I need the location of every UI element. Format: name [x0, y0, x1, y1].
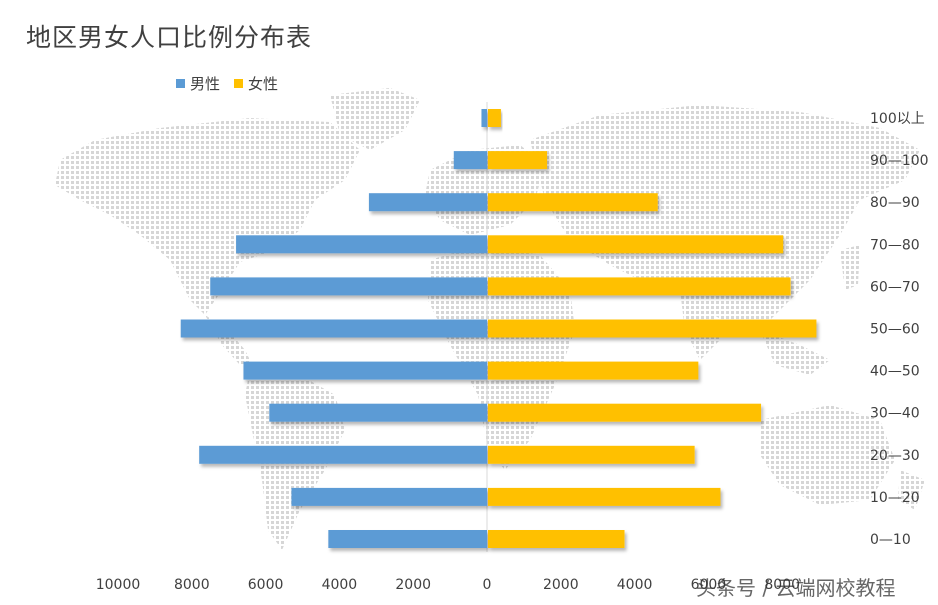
category-label-5: 50—60 [870, 322, 920, 338]
x-tick-label-9: 8000 [764, 577, 800, 593]
x-tick-label-4: 2000 [395, 577, 431, 593]
bar-female-9 [488, 151, 548, 170]
x-tick-label-8: 6000 [691, 577, 727, 593]
category-label-1: 10—20 [870, 490, 920, 506]
x-tick-label-0: 10000 [96, 577, 141, 593]
category-label-2: 20—30 [870, 448, 920, 464]
bar-male-9 [453, 151, 487, 170]
bar-female-2 [488, 445, 695, 464]
category-label-10: 100以上 [870, 111, 925, 127]
x-axis-tick-labels: 10000 8000 6000 4000 2000 0 2000 4000 6000 8000 [96, 577, 800, 593]
category-label-3: 30—40 [870, 406, 920, 422]
bar-female-0 [488, 530, 625, 548]
bar-male-1 [291, 487, 487, 506]
legend-label-female: 女性 [248, 75, 279, 93]
category-labels: 0—10 10—20 20—30 30—40 40—50 50—60 60—70 70—80 8… [870, 111, 929, 548]
bar-female-6 [488, 277, 791, 296]
x-tick-label-3: 4000 [322, 577, 358, 593]
category-label-7: 70—80 [870, 237, 920, 253]
bar-male-6 [210, 277, 487, 296]
category-label-9: 90—100 [870, 153, 929, 169]
bar-female-1 [488, 487, 721, 506]
x-tick-label-7: 4000 [617, 577, 653, 593]
bar-male-7 [236, 235, 487, 254]
bar-female-5 [488, 319, 817, 338]
x-tick-label-2: 6000 [248, 577, 284, 593]
category-label-6: 60—70 [870, 279, 920, 295]
legend-swatch-male [176, 79, 185, 88]
bar-male-3 [269, 403, 487, 422]
x-tick-label-6: 2000 [543, 577, 579, 593]
bar-female-10 [488, 109, 501, 127]
legend: 男性 女性 [176, 73, 278, 94]
bar-male-5 [180, 319, 488, 338]
bar-male-8 [368, 193, 487, 212]
chart-title: 地区男女人口比例分布表 [26, 23, 313, 52]
bar-male-10 [481, 109, 487, 127]
bar-female-4 [488, 361, 699, 380]
bar-male-0 [328, 530, 487, 548]
x-tick-label-5: 0 [483, 577, 492, 593]
bar-female-3 [488, 403, 762, 422]
legend-entry-male: 男性 [176, 73, 220, 94]
bar-male-2 [199, 445, 487, 464]
bar-male-4 [243, 361, 487, 380]
legend-label-male: 男性 [190, 75, 221, 93]
legend-entry-female: 女性 [234, 73, 278, 94]
x-tick-label-1: 8000 [174, 577, 210, 593]
bar-female-7 [488, 235, 784, 254]
category-label-8: 80—90 [870, 195, 920, 211]
bar-female-8 [488, 193, 658, 212]
category-label-4: 40—50 [870, 364, 920, 380]
legend-swatch-female [234, 79, 244, 88]
category-label-0: 0—10 [870, 532, 911, 548]
bars [180, 109, 817, 548]
watermark: 头条号 / 云端网校教程 [696, 576, 896, 600]
